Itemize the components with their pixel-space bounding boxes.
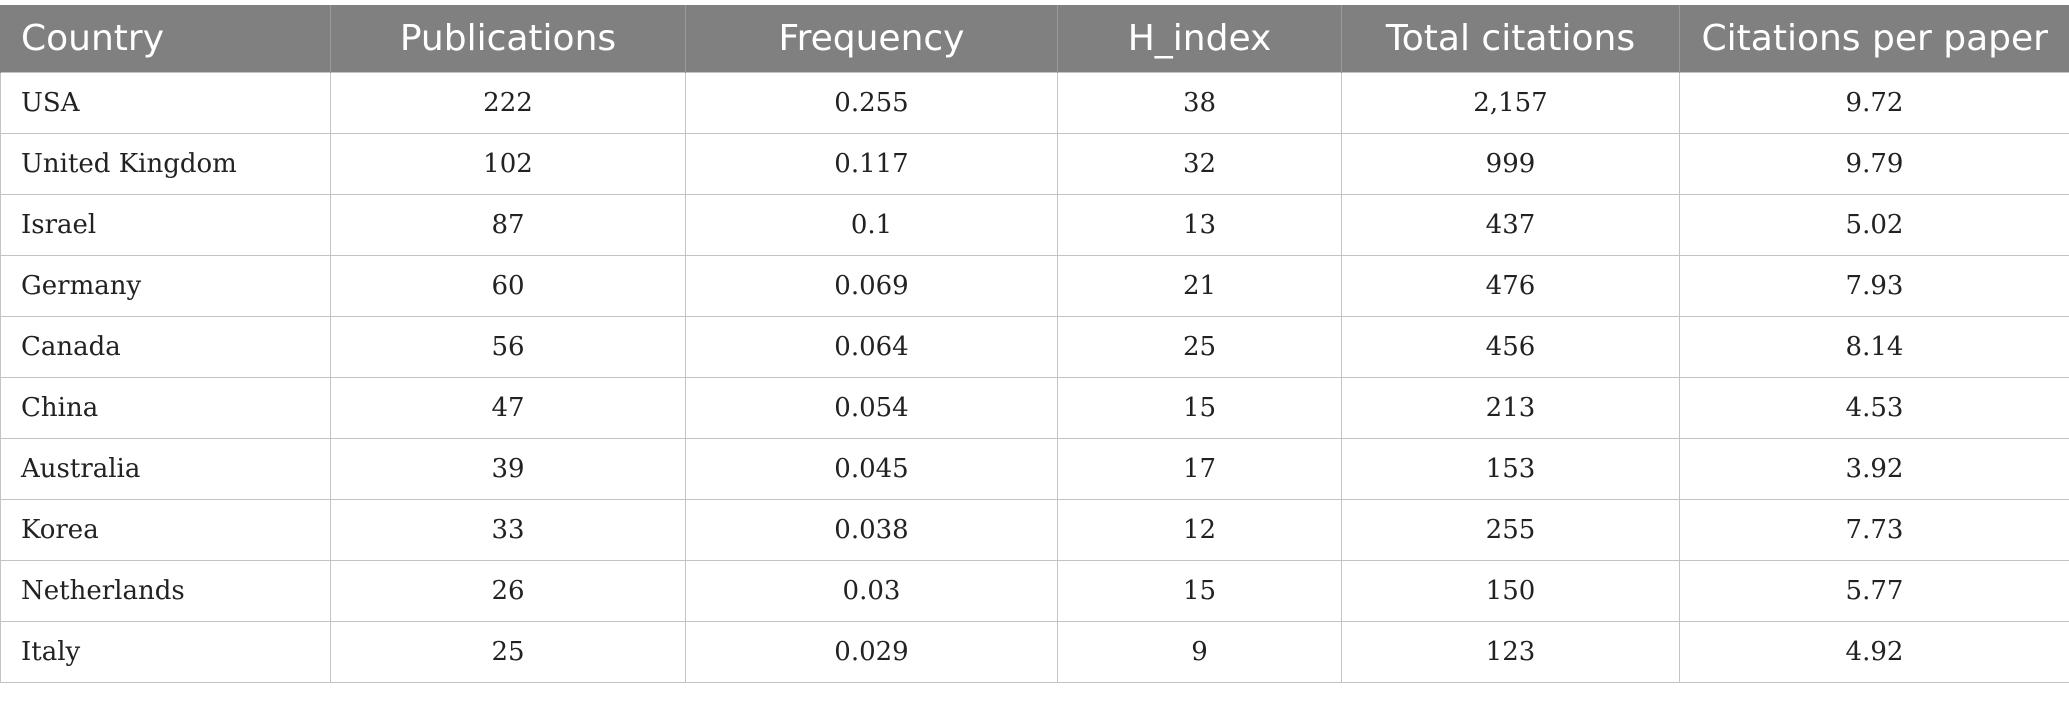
cell-frequency: 0.255 (685, 72, 1058, 134)
cell-citations-per-paper: 5.02 (1679, 194, 2069, 256)
cell-citations-per-paper: 9.79 (1679, 133, 2069, 195)
cell-country: Netherlands (0, 560, 331, 622)
cell-publications: 56 (330, 316, 686, 378)
cell-h-index: 25 (1057, 316, 1342, 378)
table-row: Korea 33 0.038 12 255 7.73 (0, 499, 2069, 561)
cell-frequency: 0.029 (685, 621, 1058, 683)
table-row: China 47 0.054 15 213 4.53 (0, 377, 2069, 439)
cell-country: Korea (0, 499, 331, 561)
cell-country: Australia (0, 438, 331, 500)
cell-publications: 25 (330, 621, 686, 683)
cell-publications: 26 (330, 560, 686, 622)
country-publications-table: Country Publications Frequency H_index T… (0, 5, 2069, 683)
table-row: Australia 39 0.045 17 153 3.92 (0, 438, 2069, 500)
column-header-citations-per-paper: Citations per paper (1679, 5, 2069, 73)
cell-total-citations: 123 (1341, 621, 1680, 683)
cell-total-citations: 456 (1341, 316, 1680, 378)
column-header-publications: Publications (330, 5, 686, 73)
cell-total-citations: 999 (1341, 133, 1680, 195)
table-header-row: Country Publications Frequency H_index T… (0, 5, 2069, 73)
cell-h-index: 9 (1057, 621, 1342, 683)
cell-h-index: 13 (1057, 194, 1342, 256)
cell-citations-per-paper: 9.72 (1679, 72, 2069, 134)
table-row: Netherlands 26 0.03 15 150 5.77 (0, 560, 2069, 622)
cell-country: Italy (0, 621, 331, 683)
cell-h-index: 12 (1057, 499, 1342, 561)
cell-country: United Kingdom (0, 133, 331, 195)
cell-total-citations: 2,157 (1341, 72, 1680, 134)
cell-h-index: 38 (1057, 72, 1342, 134)
cell-total-citations: 213 (1341, 377, 1680, 439)
cell-publications: 47 (330, 377, 686, 439)
column-header-frequency: Frequency (685, 5, 1058, 73)
cell-publications: 39 (330, 438, 686, 500)
cell-frequency: 0.045 (685, 438, 1058, 500)
cell-citations-per-paper: 5.77 (1679, 560, 2069, 622)
cell-h-index: 17 (1057, 438, 1342, 500)
cell-h-index: 15 (1057, 560, 1342, 622)
cell-publications: 33 (330, 499, 686, 561)
cell-publications: 222 (330, 72, 686, 134)
column-header-country: Country (0, 5, 331, 73)
cell-h-index: 15 (1057, 377, 1342, 439)
cell-total-citations: 437 (1341, 194, 1680, 256)
cell-frequency: 0.038 (685, 499, 1058, 561)
cell-h-index: 21 (1057, 255, 1342, 317)
table-row: Italy 25 0.029 9 123 4.92 (0, 621, 2069, 683)
table-row: Canada 56 0.064 25 456 8.14 (0, 316, 2069, 378)
cell-frequency: 0.064 (685, 316, 1058, 378)
column-header-h-index: H_index (1057, 5, 1342, 73)
cell-frequency: 0.03 (685, 560, 1058, 622)
cell-publications: 102 (330, 133, 686, 195)
cell-country: Israel (0, 194, 331, 256)
cell-frequency: 0.069 (685, 255, 1058, 317)
cell-citations-per-paper: 3.92 (1679, 438, 2069, 500)
cell-frequency: 0.117 (685, 133, 1058, 195)
cell-total-citations: 150 (1341, 560, 1680, 622)
table-row: United Kingdom 102 0.117 32 999 9.79 (0, 133, 2069, 195)
cell-publications: 87 (330, 194, 686, 256)
table-row: USA 222 0.255 38 2,157 9.72 (0, 72, 2069, 134)
column-header-total-citations: Total citations (1341, 5, 1680, 73)
cell-total-citations: 476 (1341, 255, 1680, 317)
cell-country: China (0, 377, 331, 439)
table-row: Israel 87 0.1 13 437 5.02 (0, 194, 2069, 256)
cell-country: Canada (0, 316, 331, 378)
cell-citations-per-paper: 7.93 (1679, 255, 2069, 317)
table-row: Germany 60 0.069 21 476 7.93 (0, 255, 2069, 317)
cell-citations-per-paper: 4.53 (1679, 377, 2069, 439)
cell-citations-per-paper: 4.92 (1679, 621, 2069, 683)
cell-frequency: 0.054 (685, 377, 1058, 439)
cell-citations-per-paper: 7.73 (1679, 499, 2069, 561)
cell-total-citations: 255 (1341, 499, 1680, 561)
cell-country: Germany (0, 255, 331, 317)
cell-citations-per-paper: 8.14 (1679, 316, 2069, 378)
cell-publications: 60 (330, 255, 686, 317)
cell-country: USA (0, 72, 331, 134)
cell-h-index: 32 (1057, 133, 1342, 195)
cell-total-citations: 153 (1341, 438, 1680, 500)
cell-frequency: 0.1 (685, 194, 1058, 256)
